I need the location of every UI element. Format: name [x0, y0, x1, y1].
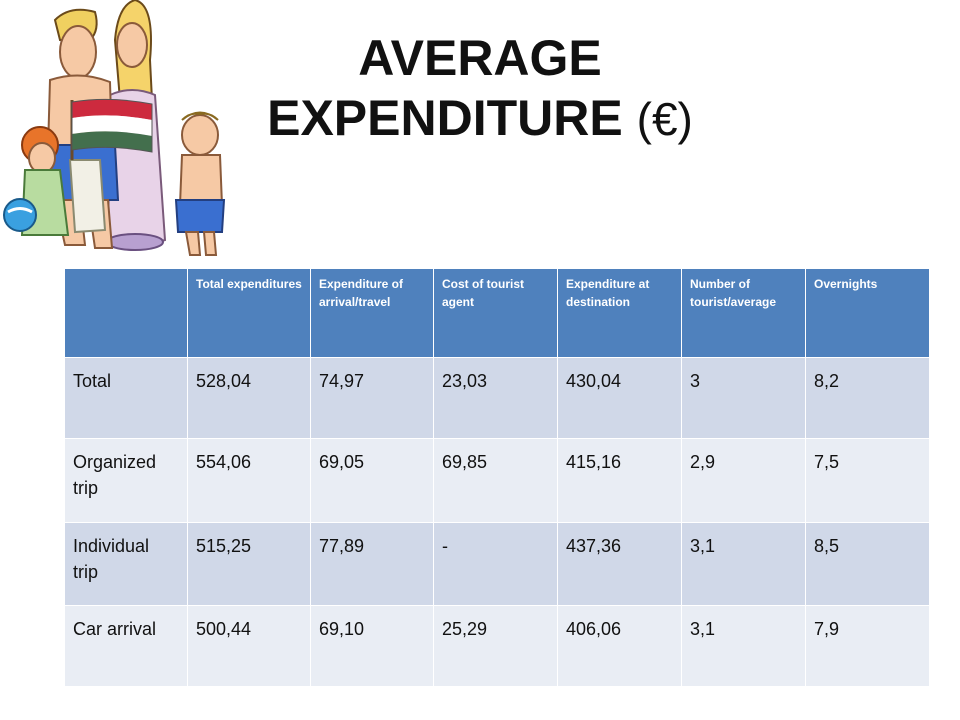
row-label: Organized trip: [64, 438, 188, 523]
table-row: Individual trip 515,25 77,89 - 437,36 3,…: [64, 522, 930, 606]
header-cell: Expenditure at destination: [557, 268, 682, 358]
table-cell: 500,44: [187, 605, 311, 687]
table-cell: 415,16: [557, 438, 682, 523]
table-cell: 69,10: [310, 605, 434, 687]
table-cell: 3: [681, 357, 806, 439]
header-cell: Overnights: [805, 268, 930, 358]
table-row: Total 528,04 74,97 23,03 430,04 3 8,2: [64, 357, 930, 439]
table-cell: 7,9: [805, 605, 930, 687]
table-header-row: Total expenditures Expenditure of arriva…: [64, 268, 930, 358]
header-cell: Expenditure of arrival/travel: [310, 268, 434, 358]
title-unit: (€): [636, 93, 693, 145]
table-cell: -: [433, 522, 558, 606]
table-cell: 8,5: [805, 522, 930, 606]
table-cell: 69,85: [433, 438, 558, 523]
page-title: AVERAGE EXPENDITURE (€): [250, 28, 710, 149]
table-cell: 430,04: [557, 357, 682, 439]
table-cell: 3,1: [681, 522, 806, 606]
table-row: Car arrival 500,44 69,10 25,29 406,06 3,…: [64, 605, 930, 687]
table-cell: 528,04: [187, 357, 311, 439]
header-cell: Number of tourist/average: [681, 268, 806, 358]
header-cell: Total expenditures: [187, 268, 311, 358]
table-cell: 406,06: [557, 605, 682, 687]
table-cell: 2,9: [681, 438, 806, 523]
table-cell: 437,36: [557, 522, 682, 606]
table-cell: 25,29: [433, 605, 558, 687]
table-row: Organized trip 554,06 69,05 69,85 415,16…: [64, 438, 930, 523]
table-cell: 8,2: [805, 357, 930, 439]
header-cell: Cost of tourist agent: [433, 268, 558, 358]
table-cell: 23,03: [433, 357, 558, 439]
table-cell: 554,06: [187, 438, 311, 523]
expenditure-table: Total expenditures Expenditure of arriva…: [64, 268, 930, 687]
row-label: Total: [64, 357, 188, 439]
tourist-family-flag-icon: [3, 0, 226, 256]
table-cell: 3,1: [681, 605, 806, 687]
table-cell: 515,25: [187, 522, 311, 606]
row-label: Individual trip: [64, 522, 188, 606]
row-label: Car arrival: [64, 605, 188, 687]
table-cell: 69,05: [310, 438, 434, 523]
table-cell: 77,89: [310, 522, 434, 606]
table-cell: 74,97: [310, 357, 434, 439]
title-main: AVERAGE EXPENDITURE: [267, 30, 623, 146]
header-cell: [64, 268, 188, 358]
table-cell: 7,5: [805, 438, 930, 523]
